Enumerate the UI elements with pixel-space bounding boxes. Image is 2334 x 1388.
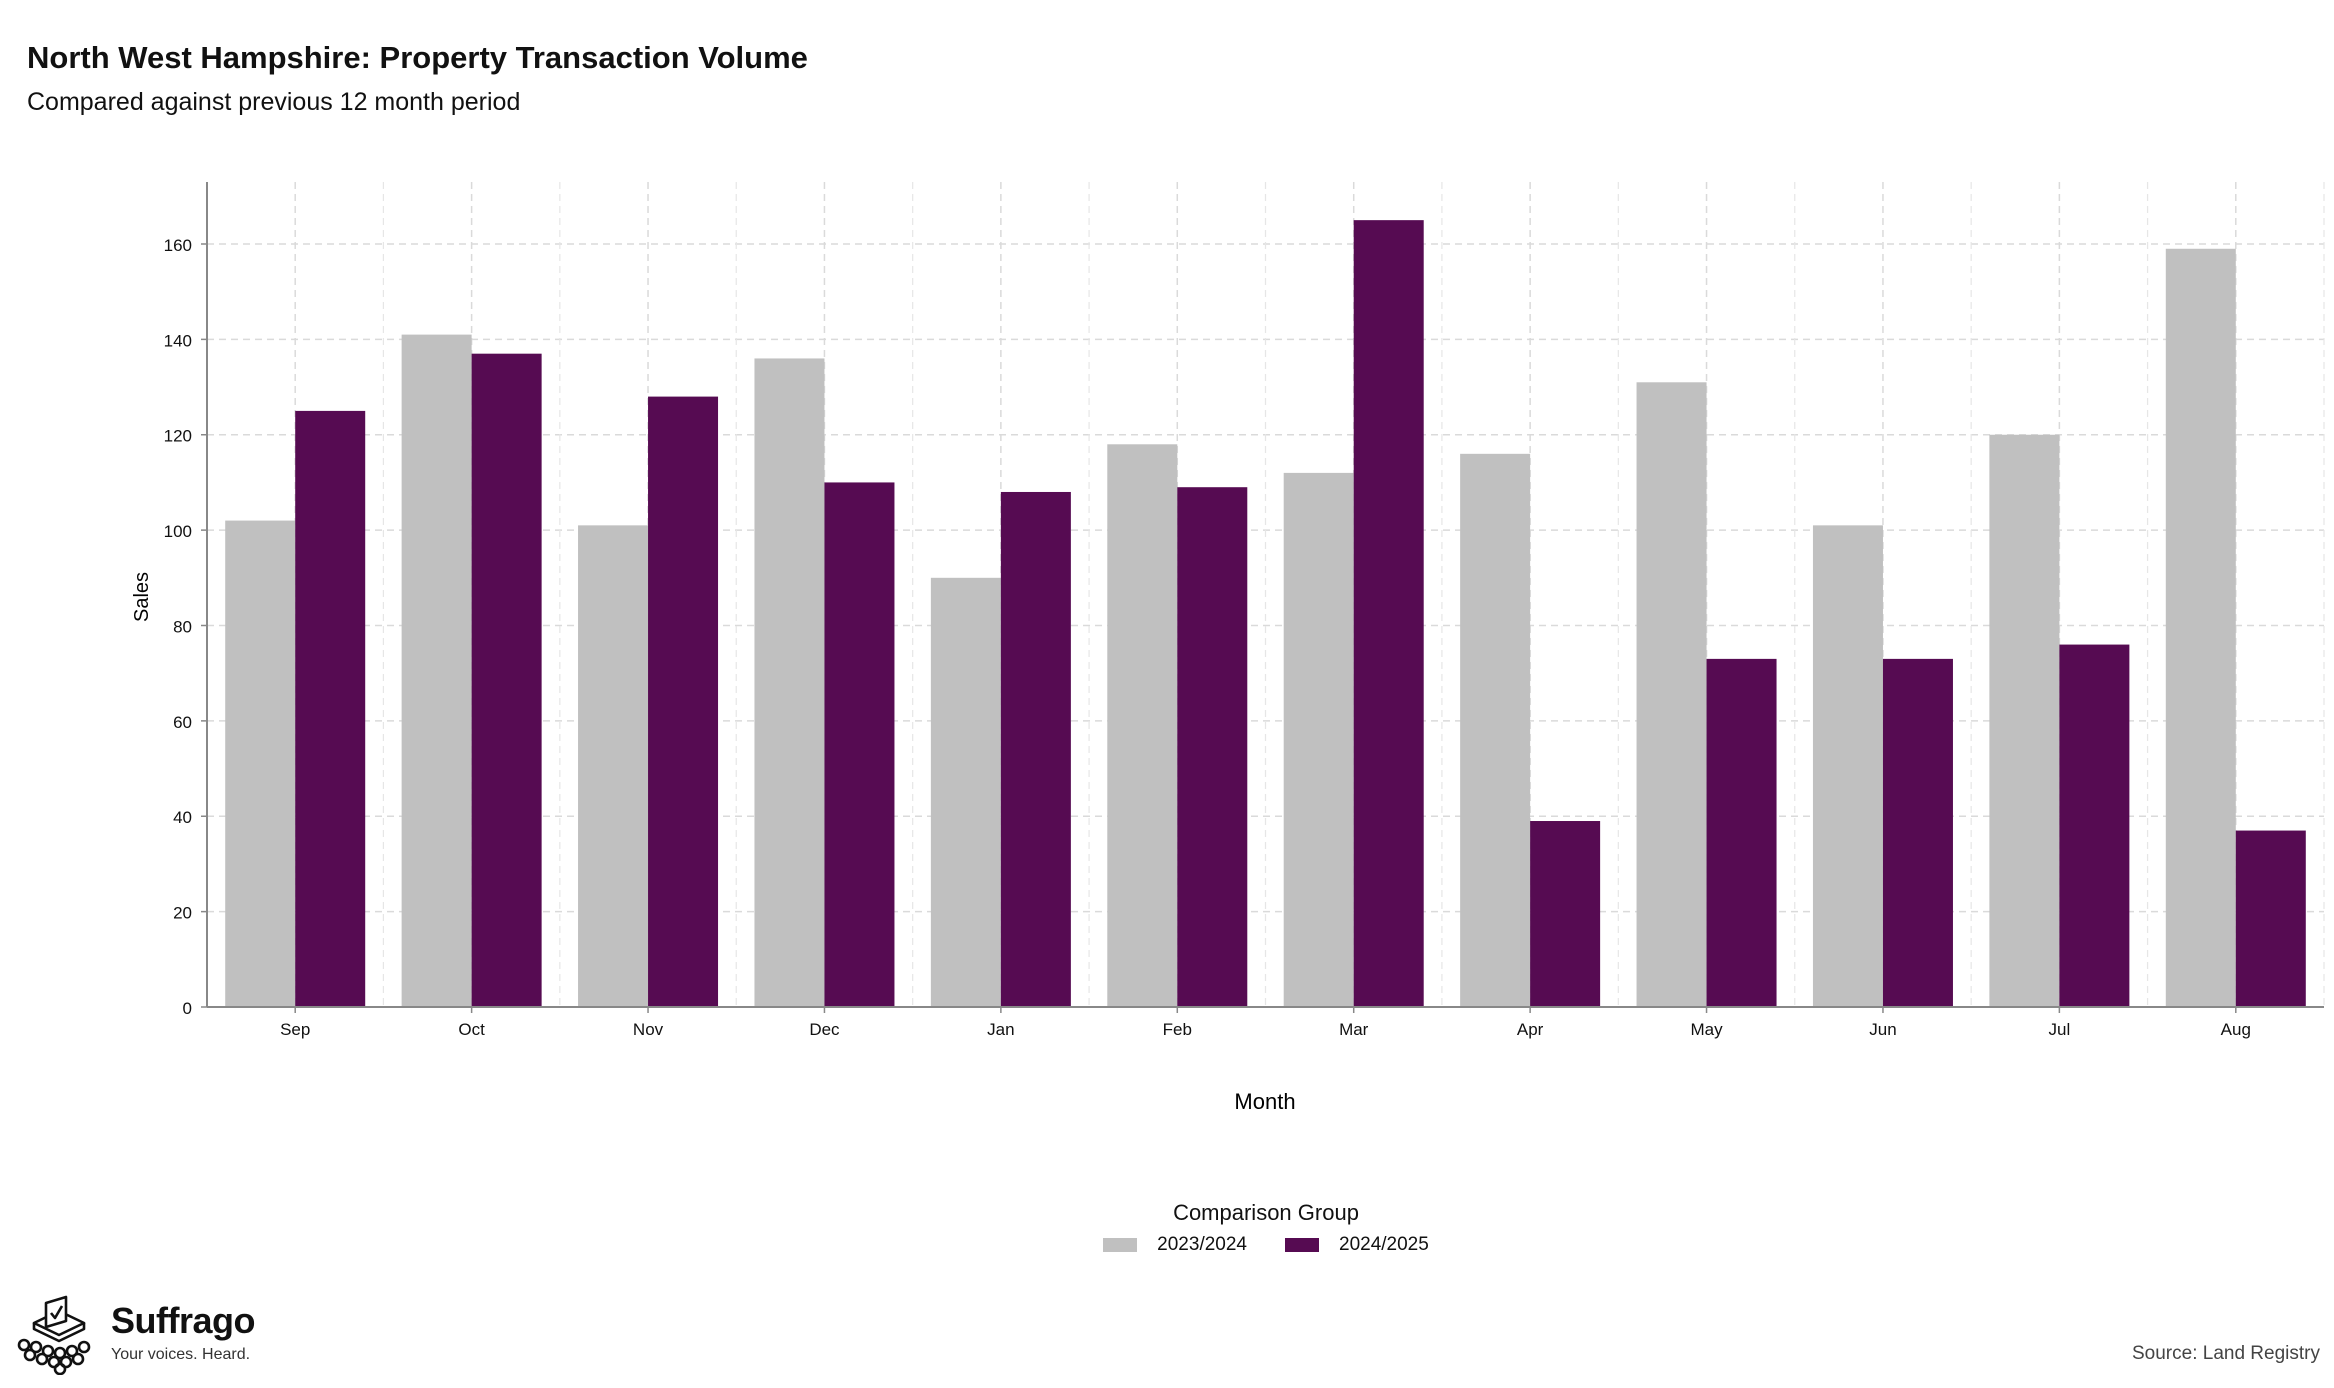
bar-2023-2024-dec xyxy=(754,358,825,1008)
ballot-box-icon xyxy=(17,1295,91,1375)
legend-swatch xyxy=(1103,1238,1138,1252)
chart-title: North West Hampshire: Property Transacti… xyxy=(27,40,808,75)
x-tick-label: Nov xyxy=(633,1020,664,1039)
bar-2023-2024-oct xyxy=(401,334,472,1007)
x-tick-label: Jun xyxy=(1869,1020,1896,1039)
bar-2023-2024-jan xyxy=(930,577,1001,1007)
bar-2023-2024-mar xyxy=(1283,472,1354,1007)
chart-subtitle: Compared against previous 12 month perio… xyxy=(27,88,521,116)
x-axis-label: Month xyxy=(1234,1089,1295,1114)
y-tick-label: 80 xyxy=(173,617,192,636)
y-tick-labels: 0 20 40 60 80 100 120 140 160 xyxy=(164,236,192,1018)
x-tick-label: Sep xyxy=(280,1020,310,1039)
brand-name: Suffrago xyxy=(111,1300,256,1341)
bar-2024-2025-dec xyxy=(824,482,895,1007)
legend: Comparison Group 2023/2024 2024/2025 xyxy=(0,1200,2334,1257)
y-tick-label: 20 xyxy=(173,904,192,923)
bar-2024-2025-jun xyxy=(1882,658,1953,1007)
legend-swatch xyxy=(1285,1238,1319,1252)
x-tick-label: Jan xyxy=(987,1020,1014,1039)
bar-2023-2024-feb xyxy=(1107,444,1178,1008)
bar-2024-2025-feb xyxy=(1177,487,1248,1008)
bar-2023-2024-apr xyxy=(1460,453,1531,1007)
axes xyxy=(201,182,2324,1013)
y-tick-label: 160 xyxy=(164,236,192,255)
bar-2024-2025-apr xyxy=(1530,821,1601,1007)
x-tick-label: Aug xyxy=(2221,1020,2251,1039)
legend-item-2023-2024: 2023/2024 xyxy=(1103,1234,1247,1256)
bar-chart: 0 20 40 60 80 100 120 140 160 Sep Oct Nov Dec Jan Feb… xyxy=(131,182,2325,1114)
legend-label: 2024/2025 xyxy=(1339,1234,1429,1255)
x-tick-label: Jul xyxy=(2049,1020,2071,1039)
legend-items: 2023/2024 2024/2025 xyxy=(1103,1234,1429,1256)
bar-2024-2025-jan xyxy=(1000,491,1071,1008)
bars xyxy=(225,220,2306,1008)
x-tick-labels: Sep Oct Nov Dec Jan Feb Mar Apr May Jun Jul Aug xyxy=(280,1020,2251,1039)
x-tick-label: Oct xyxy=(458,1020,485,1039)
y-tick-label: 0 xyxy=(183,999,192,1018)
x-tick-label: Mar xyxy=(1339,1020,1369,1039)
bar-2023-2024-sep xyxy=(225,520,296,1007)
x-tick-label: May xyxy=(1690,1020,1723,1039)
bar-2024-2025-mar xyxy=(1353,220,1424,1008)
bar-2023-2024-aug xyxy=(2165,248,2236,1007)
y-tick-label: 140 xyxy=(164,331,192,350)
bar-2023-2024-jun xyxy=(1812,525,1883,1007)
y-tick-label: 100 xyxy=(164,522,192,541)
bar-2024-2025-nov xyxy=(648,396,719,1008)
bar-2024-2025-oct xyxy=(471,353,542,1008)
brand-tagline: Your voices. Heard. xyxy=(111,1346,251,1363)
y-tick-label: 60 xyxy=(173,713,192,732)
bar-2024-2025-may xyxy=(1706,658,1777,1007)
source-note: Source: Land Registry xyxy=(2132,1343,2320,1364)
y-axis-label: Sales xyxy=(131,572,153,622)
x-tick-label: Dec xyxy=(809,1020,840,1039)
y-tick-label: 120 xyxy=(164,427,192,446)
bar-2024-2025-sep xyxy=(295,410,366,1007)
legend-label: 2023/2024 xyxy=(1157,1234,1247,1255)
bar-2024-2025-jul xyxy=(2059,644,2130,1007)
bar-2024-2025-aug xyxy=(2235,830,2306,1007)
bar-2023-2024-nov xyxy=(578,525,649,1007)
x-tick-label: Apr xyxy=(1517,1020,1544,1039)
bar-2023-2024-may xyxy=(1636,382,1707,1007)
legend-title: Comparison Group xyxy=(1173,1200,1359,1225)
x-tick-label: Feb xyxy=(1163,1020,1192,1039)
y-tick-label: 40 xyxy=(173,808,192,827)
bar-2023-2024-jul xyxy=(1989,434,2060,1007)
legend-item-2024-2025: 2024/2025 xyxy=(1285,1234,1429,1256)
